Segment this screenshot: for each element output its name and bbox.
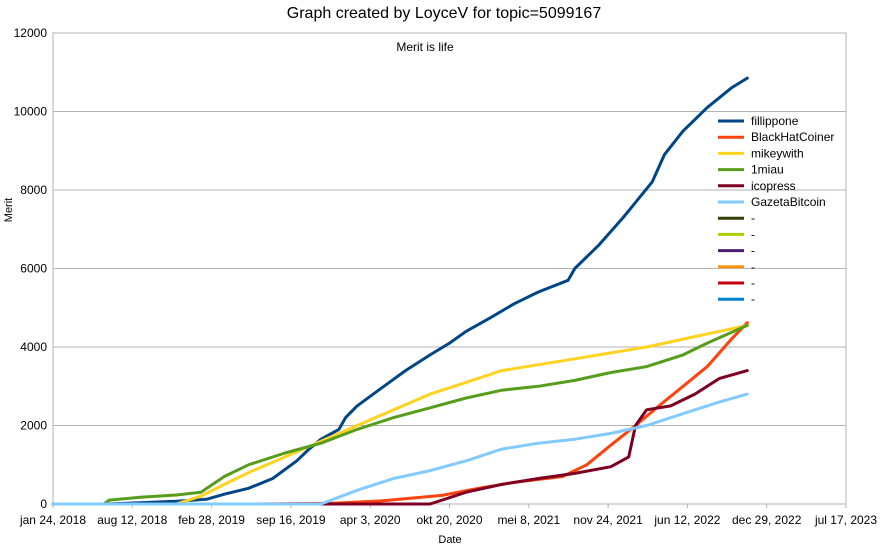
x-tick-label: jun 12, 2022: [653, 513, 720, 527]
x-tick-label: nov 24, 2021: [573, 513, 643, 527]
chart-title: Graph created by LoyceV for topic=509916…: [287, 5, 602, 22]
x-tick-label: mei 8, 2021: [497, 513, 560, 527]
series-line-GazetaBitcoin: [51, 392, 749, 506]
y-tick-labels: 0 2000 4000 6000 8000 10000 12000: [14, 26, 48, 511]
x-tick-label: feb 28, 2019: [178, 513, 245, 527]
y-tick-label: 6000: [20, 262, 47, 276]
x-tick-label: aug 12, 2018: [97, 513, 167, 527]
x-tick-label: okt 20, 2020: [416, 513, 482, 527]
series-line-icopress: [51, 369, 749, 506]
legend-label: -: [751, 211, 755, 225]
chart-subtitle: Merit is life: [396, 40, 454, 54]
series-line-1miau: [51, 323, 749, 506]
y-tick-label: 2000: [20, 419, 47, 433]
legend-label: -: [751, 292, 755, 306]
x-tick-label: dec 29, 2022: [732, 513, 802, 527]
gridlines: [52, 32, 847, 508]
legend-label: GazetaBitcoin: [751, 195, 826, 209]
series-line-fillippone: [51, 76, 749, 506]
x-tick-label: jul 17, 2023: [814, 513, 877, 527]
legend-label: icopress: [751, 179, 796, 193]
plot-area: [52, 32, 847, 505]
series-line-BlackHatCoiner: [51, 321, 749, 506]
legend-label: BlackHatCoiner: [751, 130, 834, 144]
legend-label: 1miau: [751, 163, 784, 177]
x-tick-label: apr 3, 2020: [340, 513, 401, 527]
x-tick-label: sep 16, 2019: [256, 513, 326, 527]
legend-label: -: [751, 260, 755, 274]
legend-label: -: [751, 244, 755, 258]
legend-label: -: [751, 227, 755, 241]
legend-label: -: [751, 276, 755, 290]
series-lines: [51, 76, 749, 506]
y-tick-label: 10000: [14, 105, 48, 119]
y-tick-label: 8000: [20, 183, 47, 197]
legend-label: fillippone: [751, 114, 799, 128]
y-axis-label: Merit: [3, 198, 15, 222]
x-tick-label: jan 24, 2018: [19, 513, 86, 527]
y-tick-label: 0: [40, 497, 47, 511]
y-tick-label: 4000: [20, 340, 47, 354]
legend-label: mikeywith: [751, 146, 804, 160]
x-tick-labels: jan 24, 2018 aug 12, 2018 feb 28, 2019 sep …: [19, 513, 877, 527]
legend: fillippone BlackHatCoiner mikeywith 1miau ic…: [718, 114, 834, 306]
series-line-mikeywith: [51, 323, 749, 506]
y-tick-label: 12000: [14, 26, 48, 40]
x-axis-label: Date: [438, 534, 461, 546]
